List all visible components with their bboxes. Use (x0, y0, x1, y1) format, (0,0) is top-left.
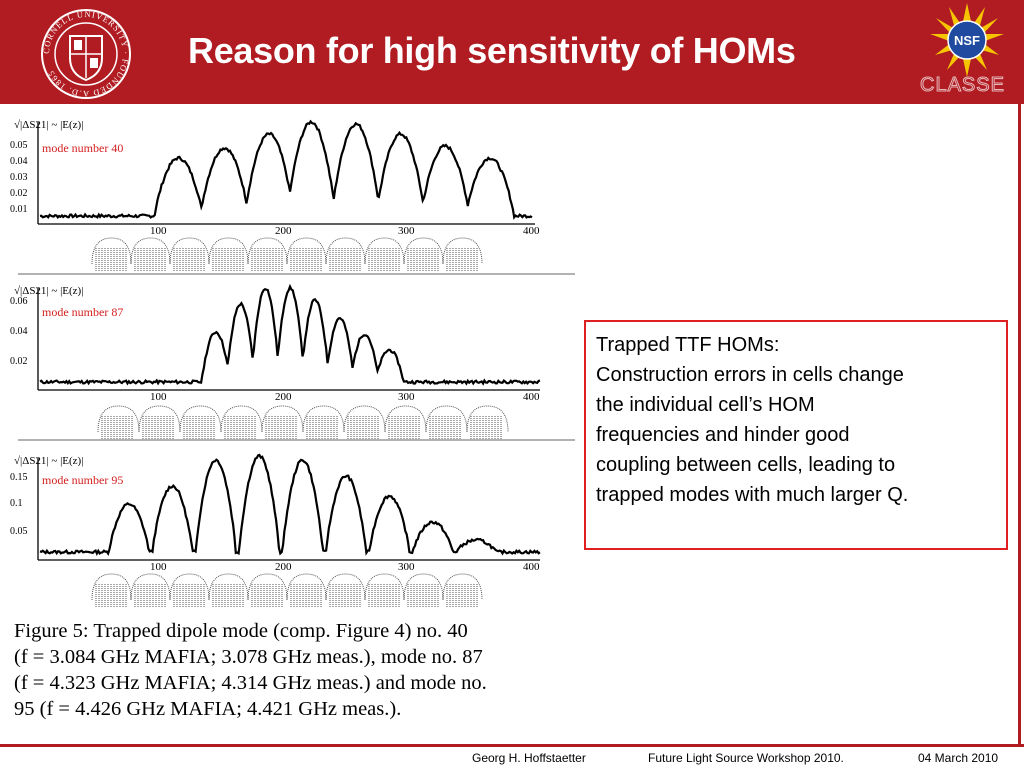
y-tick: 0.03 (10, 172, 28, 183)
panel-mode-40: √|ΔS21| ~ |E(z)| 0.05 0.04 0.03 0.02 0.0… (10, 119, 575, 275)
x-tick: 200 (275, 391, 292, 403)
svg-text:NSF: NSF (954, 33, 980, 48)
caption-line: 95 (f = 4.426 GHz MAFIA; 4.421 GHz meas.… (14, 698, 402, 720)
y-tick: 0.04 (10, 326, 28, 337)
x-tick: 400 (523, 561, 540, 573)
panel-mode-87: √|ΔS21| ~ |E(z)| 0.06 0.04 0.02 mode num… (10, 283, 575, 441)
y-tick: 0.1 (10, 498, 23, 509)
cornell-seal-icon: CORNELL UNIVERSITY · FOUNDED A.D. 1865 (41, 9, 131, 99)
field-profile-curve (39, 283, 541, 386)
cavity-cell-sketch (97, 405, 509, 440)
footer-divider (0, 744, 1024, 747)
note-line: the individual cell’s HOM (596, 394, 815, 416)
content-frame (0, 104, 1021, 744)
y-tick: 0.01 (10, 204, 28, 215)
field-profile-curve (39, 453, 541, 556)
trapped-mode-figure: √|ΔS21| ~ |E(z)| 0.05 0.04 0.03 0.02 0.0… (10, 119, 575, 608)
y-tick: 0.06 (10, 296, 28, 307)
classe-logo-text: CLASSE (920, 74, 1005, 97)
cavity-cell-sketch (91, 237, 483, 272)
x-tick: 100 (150, 225, 167, 237)
y-tick: 0.05 (10, 526, 28, 537)
caption-line: (f = 3.084 GHz MAFIA; 3.078 GHz meas.), … (14, 646, 483, 668)
footer-event: Future Light Source Workshop 2010. (648, 751, 844, 765)
x-tick: 200 (275, 561, 292, 573)
mode-label: mode number 40 (42, 141, 123, 155)
note-line: trapped modes with much larger Q. (596, 484, 909, 506)
caption-line: (f = 4.323 GHz MAFIA; 4.314 GHz meas.) a… (14, 672, 487, 694)
x-tick: 200 (275, 225, 292, 237)
figure-caption: Figure 5: Trapped dipole mode (comp. Fig… (14, 618, 586, 722)
note-line: Construction errors in cells change (596, 364, 904, 386)
y-axis-label: √|ΔS21| ~ |E(z)| (14, 455, 83, 467)
mode-label: mode number 87 (42, 305, 123, 319)
x-tick: 300 (398, 391, 415, 403)
mode-label: mode number 95 (42, 473, 123, 487)
slide-title: Reason for high sensitivity of HOMs (188, 30, 796, 71)
panel-mode-95: √|ΔS21| ~ |E(z)| 0.15 0.1 0.05 mode numb… (10, 453, 541, 608)
slide-header: CORNELL UNIVERSITY · FOUNDED A.D. 1865 R… (0, 0, 1024, 104)
x-tick: 400 (523, 391, 540, 403)
y-axis-label: √|ΔS21| ~ |E(z)| (14, 119, 83, 131)
note-line: Trapped TTF HOMs: (596, 334, 780, 356)
note-line: frequencies and hinder good (596, 424, 850, 446)
field-profile-curve (39, 119, 533, 220)
y-tick: 0.02 (10, 188, 28, 199)
trapped-hom-note-box: Trapped TTF HOMs: Construction errors in… (584, 320, 1008, 550)
y-tick: 0.02 (10, 356, 28, 367)
cavity-cell-sketch (91, 573, 483, 608)
footer-date: 04 March 2010 (918, 751, 999, 765)
y-tick: 0.04 (10, 156, 28, 167)
x-tick: 100 (150, 391, 167, 403)
caption-line: Figure 5: Trapped dipole mode (comp. Fig… (14, 620, 468, 642)
y-tick: 0.05 (10, 140, 28, 151)
x-tick: 100 (150, 561, 167, 573)
footer-author: Georg H. Hoffstaetter (472, 751, 586, 765)
note-line: coupling between cells, leading to (596, 454, 896, 476)
y-axis-label: √|ΔS21| ~ |E(z)| (14, 285, 83, 297)
x-tick: 300 (398, 561, 415, 573)
y-tick: 0.15 (10, 472, 28, 483)
x-tick: 300 (398, 225, 415, 237)
x-tick: 400 (523, 225, 540, 237)
nsf-logo-icon: NSF (930, 3, 1004, 77)
